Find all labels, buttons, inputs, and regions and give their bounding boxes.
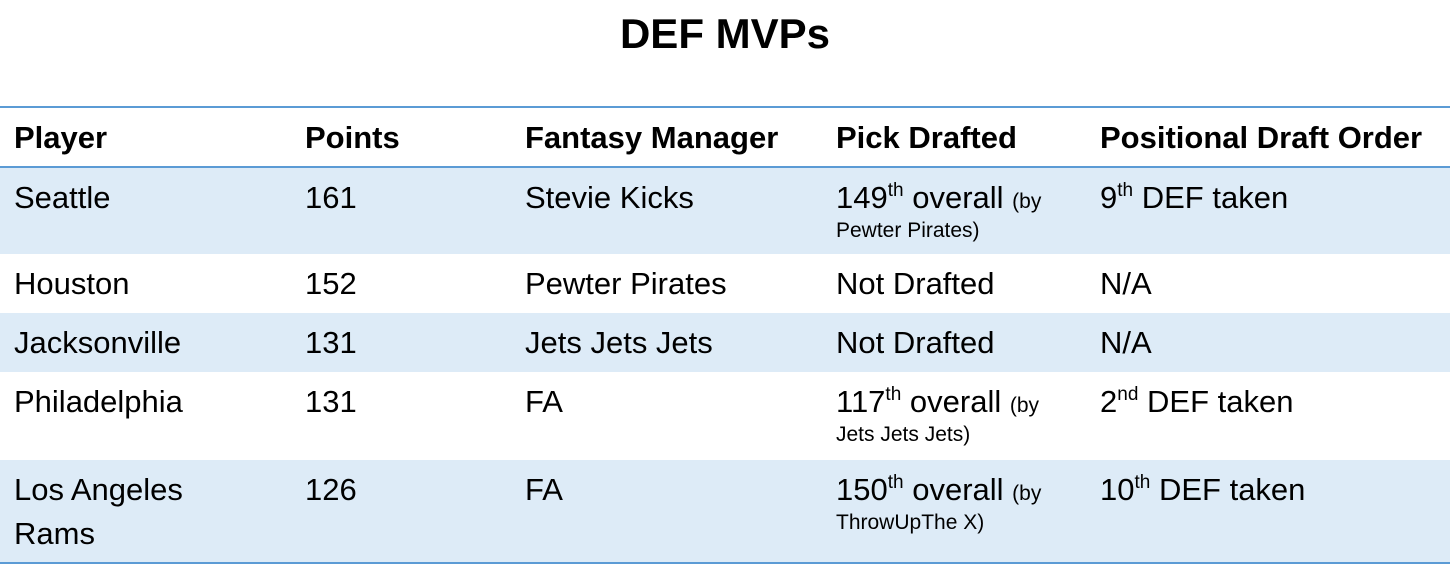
pick-drafted-cell: Not Drafted	[836, 266, 995, 301]
column-header-player: Player	[14, 120, 108, 155]
points-cell: 131	[305, 325, 357, 360]
table-row: Philadelphia 131 FA 117th overall (by Je…	[0, 372, 1450, 460]
table-row: Los Angeles Rams 126 FA 150th overall (b…	[0, 460, 1450, 562]
player-cell: Los Angeles Rams	[14, 472, 183, 551]
positional-order-cell: 9th DEF taken	[1100, 180, 1289, 215]
positional-order-cell: 10th DEF taken	[1100, 472, 1306, 507]
positional-order-cell: N/A	[1100, 325, 1152, 360]
column-header-points: Points	[305, 120, 400, 155]
player-cell: Jacksonville	[14, 325, 182, 360]
table-row: Seattle 161 Stevie Kicks 149th overall (…	[0, 168, 1450, 254]
manager-cell: FA	[525, 472, 563, 507]
table-row: Houston 152 Pewter Pirates Not Drafted N…	[0, 254, 1450, 313]
table-row: Jacksonville 131 Jets Jets Jets Not Draf…	[0, 313, 1450, 372]
column-header-fantasy-manager: Fantasy Manager	[525, 120, 779, 155]
page-title: DEF MVPs	[619, 10, 831, 57]
pick-drafted-cell: 117th overall (by Jets Jets Jets)	[836, 384, 1040, 446]
points-cell: 126	[305, 472, 357, 507]
player-cell: Philadelphia	[14, 384, 183, 419]
manager-cell: Pewter Pirates	[525, 266, 727, 301]
points-cell: 152	[305, 266, 357, 301]
manager-cell: Jets Jets Jets	[525, 325, 713, 360]
pick-drafted-cell: 149th overall (by Pewter Pirates)	[836, 180, 1042, 242]
manager-cell: Stevie Kicks	[525, 180, 694, 215]
manager-cell: FA	[525, 384, 563, 419]
column-header-pick-drafted: Pick Drafted	[836, 120, 1017, 155]
positional-order-cell: 2nd DEF taken	[1100, 384, 1294, 419]
player-cell: Houston	[14, 266, 130, 301]
pick-drafted-cell: 150th overall (by ThrowUpThe X)	[836, 472, 1042, 534]
player-cell: Seattle	[14, 180, 111, 215]
column-header-positional-draft-order: Positional Draft Order	[1100, 120, 1423, 155]
pick-drafted-cell: Not Drafted	[836, 325, 995, 360]
positional-order-cell: N/A	[1100, 266, 1152, 301]
points-cell: 161	[305, 180, 357, 215]
points-cell: 131	[305, 384, 357, 419]
def-mvps-table: Player Points Fantasy Manager Pick Draft…	[0, 106, 1450, 564]
table-header-row: Player Points Fantasy Manager Pick Draft…	[0, 108, 1450, 168]
